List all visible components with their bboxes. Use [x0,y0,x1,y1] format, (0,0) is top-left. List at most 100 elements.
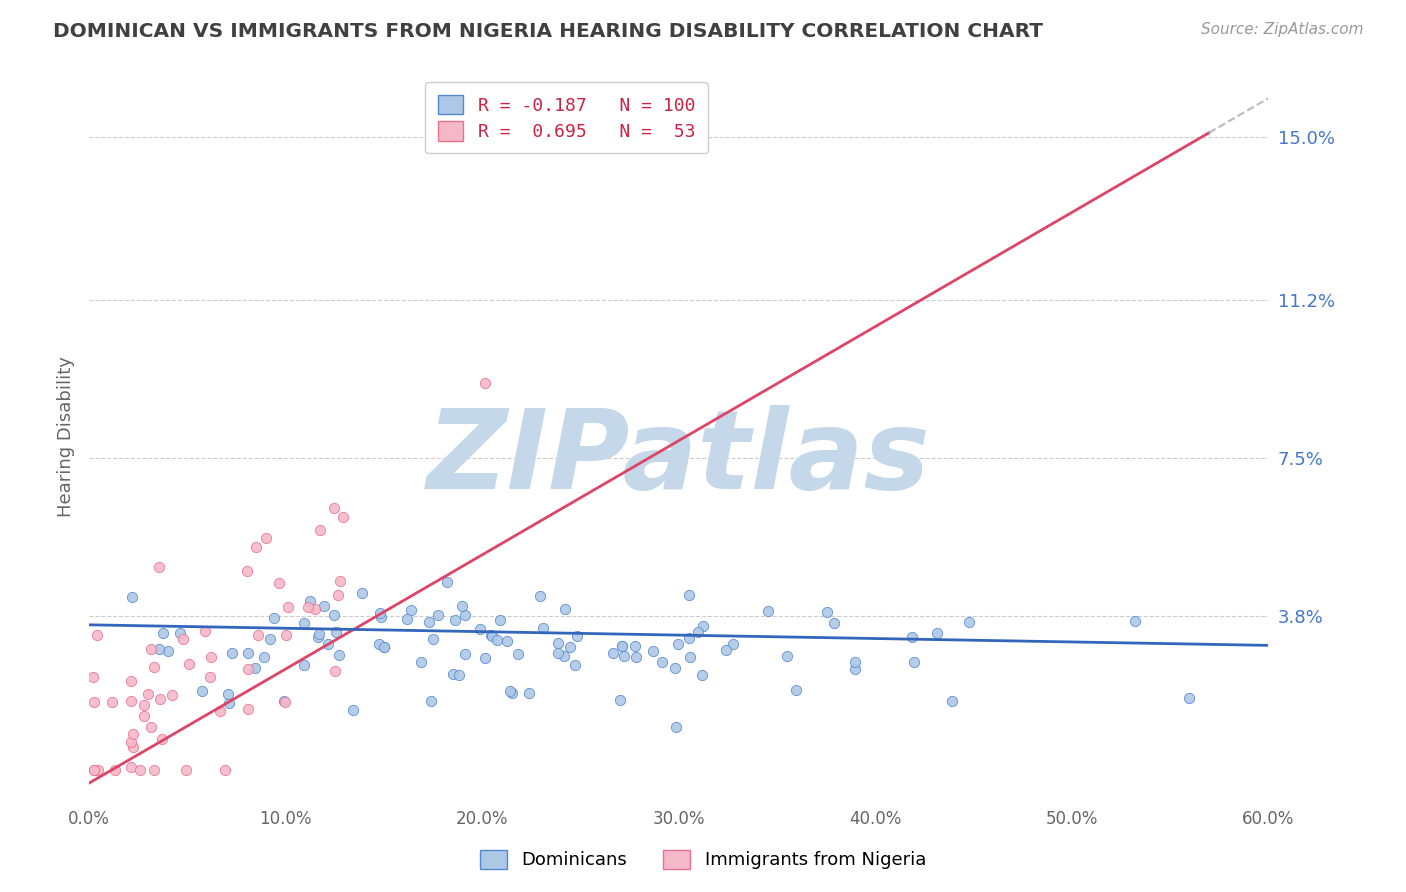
Point [567,629,589,643]
Point [602,646,624,660]
Point [1177,690,1199,705]
Point [194,624,217,639]
Point [243,661,266,675]
Point [83,764,105,778]
Point [292,616,315,631]
Point [120,760,142,774]
Point [501,686,523,700]
Legend: R = -0.187   N = 100, R =  0.695   N =  53: R = -0.187 N = 100, R = 0.695 N = 53 [425,82,707,153]
Point [679,650,702,665]
Point [274,628,297,642]
Point [612,640,634,654]
Point [844,662,866,676]
Point [451,599,474,613]
Point [903,655,925,669]
Point [554,602,576,616]
Point [263,611,285,625]
Point [688,624,710,639]
Point [297,600,319,615]
Point [86,764,108,778]
Point [468,622,491,636]
Point [218,696,240,710]
Point [214,764,236,778]
Point [678,588,700,602]
Point [553,648,575,663]
Point [489,613,512,627]
Point [254,531,277,545]
Point [714,643,737,657]
Point [259,632,281,647]
Point [86,628,108,642]
Point [495,634,517,648]
Point [269,576,291,591]
Y-axis label: Hearing Disability: Hearing Disability [58,356,75,517]
Point [312,599,335,614]
Point [436,574,458,589]
Point [941,694,963,708]
Point [844,655,866,669]
Point [692,619,714,633]
Point [122,727,145,741]
Point [373,640,395,655]
Point [174,764,197,778]
Point [624,639,647,653]
Point [298,593,321,607]
Point [368,606,391,620]
Point [309,523,332,537]
Point [139,641,162,656]
Point [418,615,440,629]
Point [441,666,464,681]
Point [373,640,395,655]
Point [274,695,297,709]
Point [370,609,392,624]
Point [785,682,807,697]
Point [1123,614,1146,628]
Point [200,650,222,665]
Point [173,632,195,646]
Point [474,376,496,390]
Point [666,637,689,651]
Point [643,644,665,658]
Point [149,691,172,706]
Point [678,631,700,645]
Point [609,693,631,707]
Point [156,644,179,658]
Point [332,510,354,524]
Point [160,688,183,702]
Point [342,703,364,717]
Point [901,631,924,645]
Point [823,616,845,631]
Point [328,648,350,662]
Point [120,735,142,749]
Point [610,639,633,653]
Point [169,626,191,640]
Point [152,625,174,640]
Point [148,559,170,574]
Point [664,661,686,675]
Point [236,702,259,716]
Point [236,564,259,578]
Text: Source: ZipAtlas.com: Source: ZipAtlas.com [1201,22,1364,37]
Point [139,720,162,734]
Point [82,670,104,684]
Point [517,686,540,700]
Point [479,628,502,642]
Point [325,624,347,639]
Point [651,656,673,670]
Point [247,628,270,642]
Point [238,662,260,676]
Point [350,586,373,600]
Point [277,599,299,614]
Point [485,632,508,647]
Legend: Dominicans, Immigrants from Nigeria: Dominicans, Immigrants from Nigeria [471,841,935,879]
Point [401,603,423,617]
Point [221,646,243,660]
Point [756,604,779,618]
Point [558,640,581,654]
Point [120,673,142,688]
Point [326,588,349,602]
Point [443,613,465,627]
Point [453,647,475,661]
Point [307,630,329,644]
Point [323,664,346,678]
